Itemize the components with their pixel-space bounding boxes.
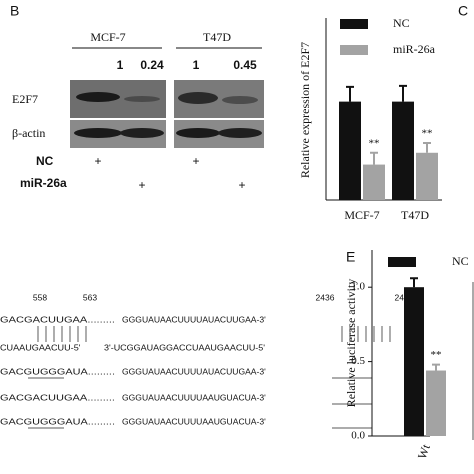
condition: NC [36, 154, 54, 168]
y-axis-label: Relative luciferase activity [344, 279, 358, 408]
panel-label: C [458, 3, 468, 19]
plus: + [238, 178, 245, 192]
position: 2436 [316, 292, 335, 302]
legend-swatch [340, 19, 368, 29]
cell-line: MCF-7 [90, 30, 125, 44]
sequence: GGGUAUAACUUUUAAUGUACUA-3' [122, 392, 266, 402]
legend-swatch [340, 45, 368, 55]
row-label: β-actin [12, 126, 45, 140]
position: 563 [83, 292, 97, 302]
sequence: GACGACUUGAA......... [0, 392, 115, 402]
sequence-block: GACGACUUGAA......... GGGUAUAACUUUUAUACUUG… [0, 314, 266, 426]
legend-label: NC [452, 254, 469, 268]
bar [392, 101, 414, 200]
ratio: 0.24 [140, 58, 164, 72]
ratio: 1 [193, 58, 200, 72]
sequence: GGGUAUAACUUUUAUACUUGAA-3' [122, 366, 266, 376]
panel-label: E [346, 249, 355, 265]
cell-line: T47D [203, 30, 231, 44]
plus: + [138, 178, 145, 192]
error-bar [370, 151, 378, 165]
sequence: GGGUAUAACUUUUAUACUUGAA-3' [122, 314, 266, 324]
bar [416, 152, 438, 200]
ratio: 1 [117, 58, 124, 72]
sequence: 3'-UCGGAUAGGACCUAAUGAACUU-5' [104, 342, 265, 352]
row-label: E2F7 [12, 92, 38, 106]
condition: miR-26a [20, 176, 67, 190]
y-tick-label: 0.0 [351, 430, 365, 442]
error-bar [410, 277, 418, 288]
sequence: GGGUAUAACUUUUAAUGUACUA-3' [122, 416, 266, 426]
plus: + [94, 154, 101, 168]
sequence: GACGUGGGAUA......... [0, 366, 115, 376]
legend-label: miR-26a [393, 42, 436, 56]
y-tick-label: 0.5 [351, 355, 365, 367]
position: 558 [33, 292, 47, 302]
legend-swatch [388, 257, 416, 267]
bar [426, 370, 446, 436]
sequence: GACGUGGGAUA......... [0, 416, 115, 426]
bar [404, 287, 424, 436]
significance: ** [369, 137, 380, 149]
significance: ** [431, 349, 442, 361]
bar [339, 101, 361, 200]
error-bar [432, 363, 440, 371]
error-bar [423, 141, 431, 153]
plus: + [192, 154, 199, 168]
blot-image [70, 80, 264, 148]
ratio: 0.45 [233, 58, 257, 72]
panel-label: B [10, 3, 19, 19]
underline [28, 377, 372, 429]
y-tick-label: 1.0 [351, 281, 365, 293]
x-tick-label: T47D [401, 208, 429, 222]
pairing-lines [37, 326, 391, 342]
sequence: GACGACUUGAA......... [0, 314, 115, 324]
error-bar [399, 84, 407, 102]
significance: ** [422, 127, 433, 139]
error-bar [346, 85, 354, 102]
x-tick-label: Wt [415, 442, 433, 461]
sequence: CUAAUGAACUU-5' [0, 342, 81, 352]
x-tick-label: MCF-7 [344, 208, 379, 222]
y-axis-label: Relative expression of E2F7 [298, 42, 312, 178]
bar [363, 164, 385, 200]
legend-label: NC [393, 16, 410, 30]
